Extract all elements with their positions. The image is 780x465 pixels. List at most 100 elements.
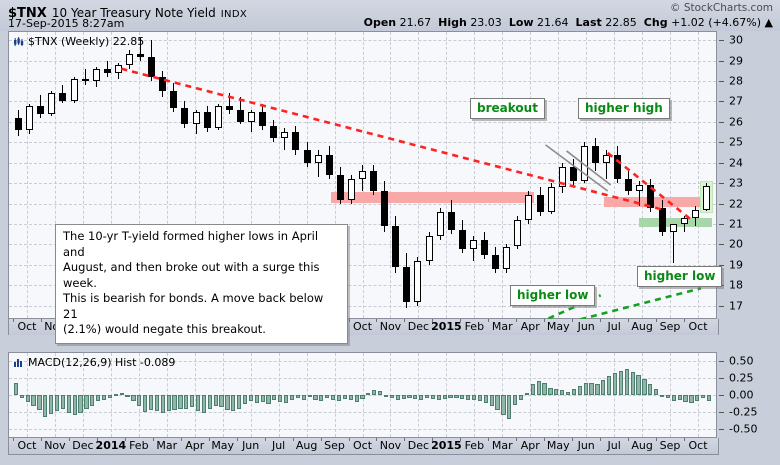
macd-histogram-bar [677,395,682,400]
macd-chart-panel[interactable]: MACD(12,26,9) Hist -0.089 [8,352,717,438]
candle-body-down [403,266,411,302]
macd-histogram-bar [630,371,635,395]
x-tick-label: Jun [577,439,595,452]
x-tickmark [40,438,42,441]
symbol-ticker: $TNX [8,6,47,21]
macd-histogram-bar [648,384,653,395]
candle-body-up [248,111,256,122]
price-y-tickmark [719,203,724,205]
candlestick [137,32,145,318]
candlestick [514,32,522,318]
candle-body-up [503,246,511,269]
x-tickmark [13,319,14,322]
x-tick-label: Jul [607,320,621,333]
macd-histogram-bar [266,395,271,405]
x-tickmark [404,319,406,322]
candle-body-up [48,93,56,114]
x-tickmark [488,319,490,322]
annotation-line-1: The 10-yr T-yield formed higher lows in … [63,229,319,259]
macd-histogram-bar [701,395,706,399]
macd-histogram-bar [331,395,336,400]
candle-body-down [270,125,278,139]
price-legend-label: $TNX (Weekly) 22.85 [28,35,145,48]
candle-body-up [603,154,611,163]
macd-histogram-bar [301,395,306,401]
x-tickmark [572,319,574,322]
candle-body-down [236,109,244,122]
price-y-tick-label: 20 [729,237,743,251]
x-tick-label: Mar [156,439,178,452]
candlestick [414,32,422,318]
x-tickmark [544,438,546,441]
x-tickmark [152,438,154,441]
candle-body-up [469,240,477,249]
callout-higher-low-right[interactable]: higher low [637,266,723,287]
macd-histogram-bar [307,395,312,398]
price-gridline [110,32,112,318]
macd-histogram-bar [78,395,83,413]
candle-body-up [192,111,200,124]
x-tickmark [180,438,182,441]
candle-body-up [70,78,78,102]
macd-histogram-bar [372,389,377,395]
macd-histogram-bar [219,395,224,408]
price-y-tickmark [719,183,724,185]
candle-body-down [569,166,577,182]
macd-histogram-bar [72,395,77,416]
candle-body-down [259,111,267,126]
annotation-line-4: (2.1%) would negate this breakout. [63,322,266,336]
callout-higher-low-left[interactable]: higher low [510,285,596,306]
macd-x-axis: Oct Nov Dec 2014 Feb Mar Apr May Jun Jul Aug Sep Oct… [8,438,719,455]
price-y-tickmark [719,224,724,226]
x-tick-label: Feb [129,439,149,452]
macd-histogram-bar [154,395,160,412]
macd-histogram-bar [642,378,647,395]
macd-histogram-bar [636,374,641,395]
macd-histogram-bar [659,395,665,397]
x-tick-label: Sep [324,439,345,452]
candlestick [392,32,400,318]
macd-histogram-bar [430,395,436,400]
x-tickmark [292,438,294,441]
candle-body-down [137,54,145,57]
candlestick [592,32,599,318]
x-tick-label: May [211,439,235,452]
candle-body-down [203,111,211,128]
price-y-tick-label: 24 [729,156,743,170]
candlestick [92,32,100,318]
candle-body-up [126,54,133,65]
candle-wick [140,38,142,61]
x-tick-label: Dec [407,439,430,452]
candle-body-up [414,260,422,302]
candle-body-down [614,154,622,180]
candlestick [469,32,477,318]
candle-body-up [636,185,644,192]
candle-body-down [392,226,400,267]
macd-histogram-bar [407,395,412,399]
last-label: Last [575,16,602,29]
macd-histogram-bar [624,369,629,395]
macd-plot-area [9,353,716,437]
callout-breakout[interactable]: breakout [470,98,545,119]
annotation-line-2: August, and then broke out with a surge … [63,260,320,290]
macd-histogram-bar [137,395,142,406]
price-y-tick-label: 23 [729,176,743,190]
price-y-tickmark [719,142,724,144]
macd-histogram-bar [413,395,418,400]
price-y-tickmark [719,40,724,42]
annotation-textbox[interactable]: The 10-yr T-yield formed higher lows in … [55,224,348,344]
x-tickmark [628,319,630,322]
macd-y-tick-label: 0.00 [729,388,754,402]
x-tickmark [460,438,462,441]
macd-gridline [9,378,716,380]
x-tick-label: May [546,320,570,333]
price-legend: $TNX (Weekly) 22.85 [13,35,144,48]
candle-body-up [425,236,433,261]
candle-body-up [514,219,522,247]
candlestick [603,32,611,318]
price-y-tickmark [719,60,724,62]
candle-body-up [669,224,677,233]
macd-histogram-bar [54,395,60,412]
callout-higher-high[interactable]: higher high [578,98,670,119]
